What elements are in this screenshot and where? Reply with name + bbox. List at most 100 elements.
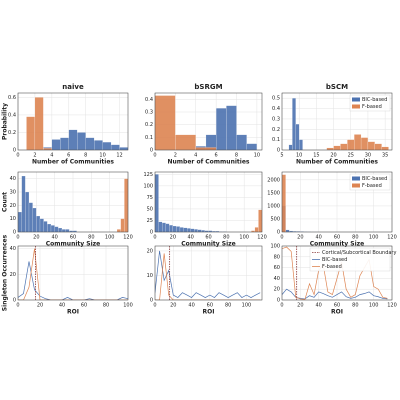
y-tick-label: 0.5 xyxy=(272,96,280,102)
x-tick-label: 0 xyxy=(16,153,19,159)
y-tick-label: 0 xyxy=(150,298,153,304)
plot-area xyxy=(18,246,128,300)
plot-area xyxy=(18,175,128,232)
x-tick-label: 80 xyxy=(225,303,231,309)
panel: 0 20 40 60 80 100 0 20 40 60 80 100 120 ROI Cortical/S… xyxy=(270,244,396,316)
y-tick-label: 40 xyxy=(10,176,16,182)
x-tick-label: 100 xyxy=(242,303,252,309)
bar xyxy=(175,134,196,150)
bar xyxy=(299,139,303,150)
plot-area xyxy=(155,174,262,232)
x-tick-label: 100 xyxy=(369,235,379,241)
x-axis-label: Community Size xyxy=(310,241,364,248)
legend-label: F-based xyxy=(362,104,382,110)
line xyxy=(282,288,388,300)
y-tick-label: 0 xyxy=(13,148,16,154)
bar xyxy=(295,123,300,150)
bar xyxy=(102,142,112,150)
bar xyxy=(116,229,121,232)
bar xyxy=(120,218,125,232)
bar xyxy=(258,209,262,232)
x-axis-label: ROI xyxy=(203,309,215,316)
x-tick-label: 120 xyxy=(387,235,397,241)
frame xyxy=(17,92,129,151)
plot-area xyxy=(155,95,258,150)
y-tick-label: 0 xyxy=(13,230,16,236)
x-tick-label: 80 xyxy=(223,235,229,241)
y-tick-label: 10 xyxy=(147,273,153,279)
legend-label: F-based xyxy=(362,183,382,189)
bar xyxy=(26,116,36,150)
x-tick-label: 120 xyxy=(257,235,267,241)
panel: 0 500 1000 1500 2000 0 20 40 60 80 100 120 Community… xyxy=(267,171,397,248)
y-tick-label: 30 xyxy=(10,190,16,196)
bar xyxy=(340,143,348,150)
x-tick-label: 100 xyxy=(239,235,249,241)
bar xyxy=(72,230,77,232)
x-tick-label: 4 xyxy=(194,153,197,159)
y-tick-label: 20 xyxy=(147,248,153,254)
legend-swatch xyxy=(352,104,360,109)
y-tick-label: 0.4 xyxy=(272,106,280,112)
bar xyxy=(187,228,191,232)
bar xyxy=(85,137,95,150)
x-tick-label: 20 xyxy=(170,303,176,309)
y-tick-label: 0 xyxy=(277,230,280,236)
x-tick-label: 25 xyxy=(348,153,354,159)
x-axis-label: ROI xyxy=(67,309,79,316)
chart-title: bSRGM xyxy=(194,83,222,91)
x-tick-label: 0 xyxy=(153,303,156,309)
y-axis-label: Probability xyxy=(2,103,9,140)
bar xyxy=(158,221,163,232)
x-tick-label: 60 xyxy=(70,235,76,241)
x-tick-label: 100 xyxy=(369,303,379,309)
legend-label: F-based xyxy=(322,264,342,270)
legend-swatch xyxy=(352,176,360,181)
bar xyxy=(110,144,120,150)
panel: 0 25 50 75 100 125 0 20 40 60 80 100 120 Community Si… xyxy=(143,171,267,248)
plot-area xyxy=(288,98,389,150)
bar xyxy=(34,97,44,150)
bar xyxy=(165,223,170,232)
bar xyxy=(51,139,61,150)
x-axis-label: Number of Communities xyxy=(296,159,378,166)
x-tick-label: 20 xyxy=(170,235,176,241)
legend-label: Cortical/Subcortical Boundary xyxy=(322,250,396,256)
chart-title: bSCM xyxy=(326,83,348,91)
x-tick-label: 0 xyxy=(16,303,19,309)
x-tick-label: 30 xyxy=(365,153,371,159)
line xyxy=(155,253,261,300)
y-tick-label: 0.1 xyxy=(145,135,153,141)
frame xyxy=(17,245,129,301)
line xyxy=(18,261,128,300)
y-tick-label: 80 xyxy=(274,254,280,260)
bar xyxy=(43,221,48,232)
y-tick-label: 0.3 xyxy=(272,116,280,122)
y-tick-label: 0.4 xyxy=(145,97,153,103)
x-tick-label: 80 xyxy=(352,303,358,309)
legend-swatch xyxy=(352,97,360,102)
legend-label: BIC-based xyxy=(322,257,347,263)
frame xyxy=(154,171,263,233)
panel: 0 10 20 0 20 40 60 80 100 ROI xyxy=(147,245,263,316)
bar xyxy=(18,211,22,232)
x-tick-label: 4 xyxy=(50,153,53,159)
line xyxy=(155,250,261,298)
bar xyxy=(367,141,375,150)
bar xyxy=(155,95,176,150)
y-tick-label: 40 xyxy=(10,246,16,252)
panel: 0 0.1 0.2 0.3 0.4 0 2 4 6 8 10 bSRGM Number of Commu… xyxy=(145,83,263,166)
y-tick-label: 1000 xyxy=(267,203,280,209)
x-tick-label: 6 xyxy=(215,153,218,159)
legend-label: BIC-based xyxy=(362,176,387,182)
x-tick-label: 40 xyxy=(315,303,321,309)
bar xyxy=(172,225,177,232)
x-axis-label: ROI xyxy=(331,309,343,316)
x-tick-label: 40 xyxy=(51,235,57,241)
x-tick-label: 6 xyxy=(67,153,70,159)
x-tick-label: 40 xyxy=(188,303,194,309)
y-tick-label: 500 xyxy=(270,216,280,222)
x-tick-label: 10 xyxy=(254,153,260,159)
bar xyxy=(374,143,382,150)
